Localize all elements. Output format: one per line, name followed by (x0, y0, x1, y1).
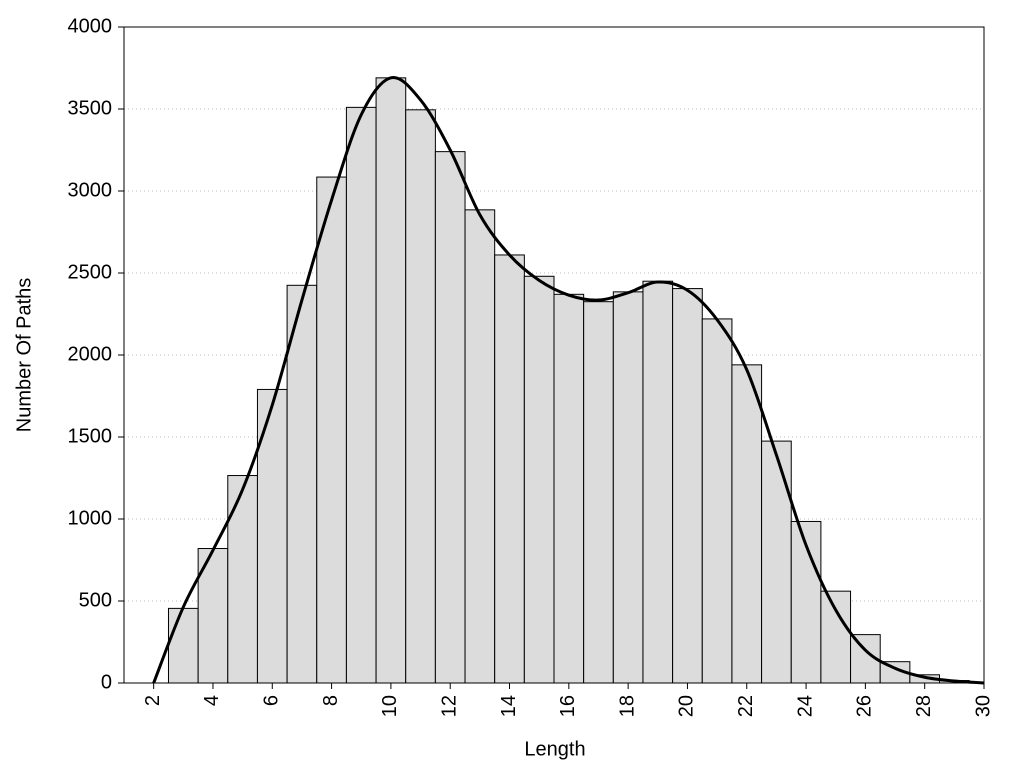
bar (494, 254, 525, 684)
x-tick-label: 6 (261, 695, 283, 706)
bar (227, 475, 258, 684)
x-tick-label: 8 (320, 695, 342, 706)
y-tick-label: 4000 (68, 15, 113, 37)
bar (701, 318, 733, 684)
y-tick-label: 2500 (68, 261, 113, 283)
bar (464, 209, 496, 684)
y-tick-label: 3500 (68, 97, 113, 119)
x-tick-label: 30 (972, 695, 994, 717)
x-tick-label: 12 (438, 695, 460, 717)
bar (405, 109, 436, 684)
bar (434, 151, 466, 684)
curve (152, 76, 985, 685)
x-tick-label: 28 (913, 695, 935, 717)
bar (820, 590, 852, 684)
bar (286, 284, 318, 684)
bar (612, 291, 644, 684)
bar (375, 77, 407, 684)
x-tick-label: 10 (379, 695, 401, 717)
x-tick-label: 14 (498, 695, 520, 717)
x-tick-label: 26 (854, 695, 876, 717)
bar (583, 301, 614, 684)
y-tick-label: 1000 (68, 507, 113, 529)
bar (523, 275, 555, 684)
x-tick-label: 18 (616, 695, 638, 717)
bar (316, 176, 347, 684)
x-tick-label: 16 (557, 695, 579, 717)
bar (345, 106, 377, 684)
y-tick-label: 2000 (68, 343, 113, 365)
y-tick-label: 1500 (68, 425, 113, 447)
x-tick-label: 24 (794, 695, 816, 717)
x-tick-label: 4 (201, 695, 223, 706)
bar (553, 293, 585, 684)
x-axis-label: Length (524, 738, 585, 760)
y-axis-label: Number Of Paths (13, 278, 35, 433)
x-tick-label: 2 (142, 695, 164, 706)
bar (761, 440, 792, 684)
bar (672, 288, 703, 684)
x-tick-label: 22 (735, 695, 757, 717)
x-tick-label: 20 (676, 695, 698, 717)
plot-frame (123, 26, 985, 684)
bar (167, 607, 199, 684)
bar (642, 280, 674, 684)
y-tick-label: 500 (79, 589, 112, 611)
y-tick-label: 0 (101, 671, 112, 693)
y-tick-label: 3000 (68, 179, 113, 201)
bar (731, 364, 763, 684)
